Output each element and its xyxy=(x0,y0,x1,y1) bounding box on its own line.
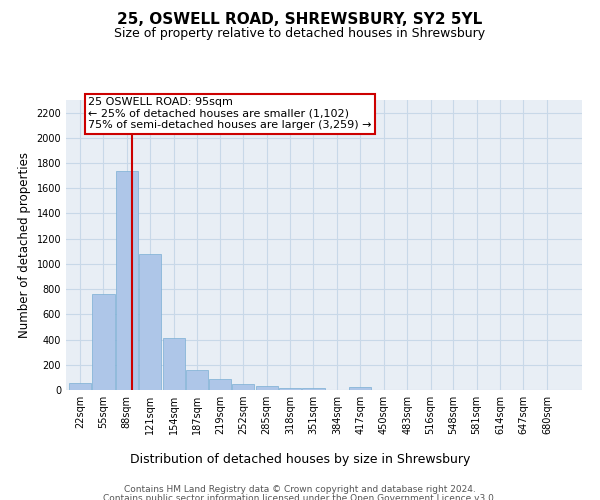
Text: Contains public sector information licensed under the Open Government Licence v3: Contains public sector information licen… xyxy=(103,494,497,500)
Bar xyxy=(69,383,91,390)
Text: 25, OSWELL ROAD, SHREWSBURY, SY2 5YL: 25, OSWELL ROAD, SHREWSBURY, SY2 5YL xyxy=(118,12,482,28)
Bar xyxy=(163,338,185,390)
Bar xyxy=(349,387,371,390)
Text: Distribution of detached houses by size in Shrewsbury: Distribution of detached houses by size … xyxy=(130,452,470,466)
Bar xyxy=(209,380,231,390)
Bar xyxy=(256,386,278,390)
Text: 25 OSWELL ROAD: 95sqm
← 25% of detached houses are smaller (1,102)
75% of semi-d: 25 OSWELL ROAD: 95sqm ← 25% of detached … xyxy=(88,97,371,130)
Text: Size of property relative to detached houses in Shrewsbury: Size of property relative to detached ho… xyxy=(115,28,485,40)
Y-axis label: Number of detached properties: Number of detached properties xyxy=(18,152,31,338)
Bar xyxy=(302,388,325,390)
Bar xyxy=(92,294,115,390)
Bar xyxy=(116,170,138,390)
Bar xyxy=(186,370,208,390)
Bar xyxy=(279,388,301,390)
Text: Contains HM Land Registry data © Crown copyright and database right 2024.: Contains HM Land Registry data © Crown c… xyxy=(124,485,476,494)
Bar xyxy=(139,254,161,390)
Bar xyxy=(232,384,254,390)
